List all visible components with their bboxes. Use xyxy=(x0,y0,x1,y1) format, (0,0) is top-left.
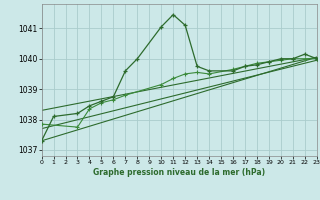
X-axis label: Graphe pression niveau de la mer (hPa): Graphe pression niveau de la mer (hPa) xyxy=(93,168,265,177)
